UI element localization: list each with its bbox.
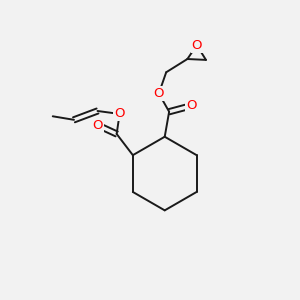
Text: O: O — [192, 39, 202, 52]
Text: O: O — [92, 118, 103, 132]
Text: O: O — [186, 99, 196, 112]
Text: O: O — [154, 87, 164, 100]
Text: O: O — [114, 107, 125, 120]
